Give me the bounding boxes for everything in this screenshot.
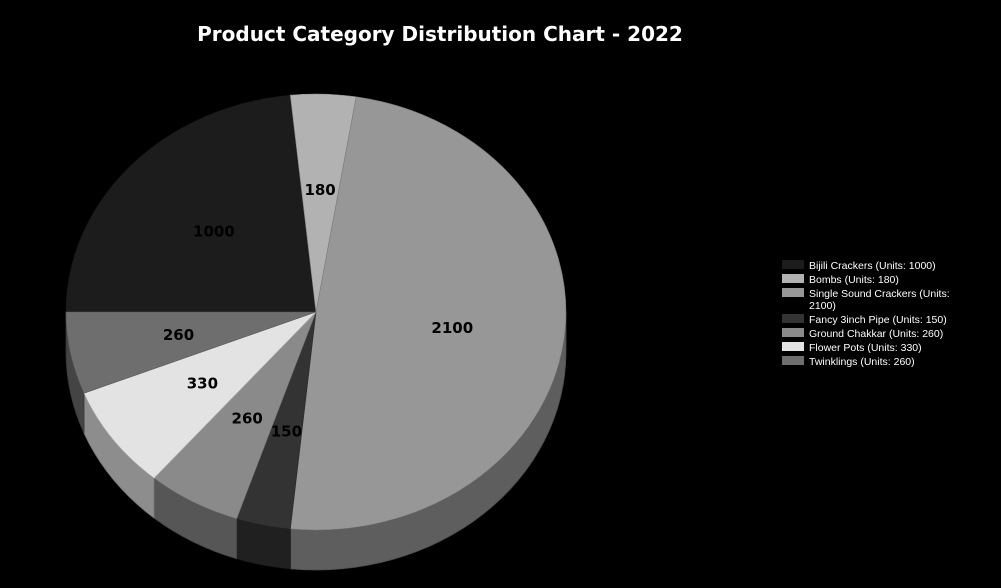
legend-item-single-sound-crackers[interactable]: Single Sound Crackers (Units: 2100) bbox=[782, 288, 950, 312]
legend-label-twinklings: Twinklings (Units: 260) bbox=[809, 356, 915, 368]
legend-item-bombs[interactable]: Bombs (Units: 180) bbox=[782, 274, 899, 286]
slice-label-ground-chakkar: 260 bbox=[232, 409, 263, 427]
legend-item-flower-pots[interactable]: Flower Pots (Units: 330) bbox=[782, 342, 922, 354]
slice-label-single-sound-crackers: 2100 bbox=[431, 319, 473, 337]
legend-label-ground-chakkar: Ground Chakkar (Units: 260) bbox=[809, 328, 943, 340]
legend-item-twinklings[interactable]: Twinklings (Units: 260) bbox=[782, 356, 915, 368]
legend-label-bombs: Bombs (Units: 180) bbox=[809, 274, 899, 286]
legend-swatch-bombs bbox=[782, 274, 804, 283]
chart-title: Product Category Distribution Chart - 20… bbox=[197, 22, 683, 46]
pie-slice-bijili-crackers[interactable] bbox=[65, 94, 317, 313]
legend-item-bijili-crackers[interactable]: Bijili Crackers (Units: 1000) bbox=[782, 260, 936, 272]
pie-data-labels: 1000 180 2100 150 260 330 260 bbox=[163, 181, 473, 440]
pie-slice-flower-pots[interactable] bbox=[83, 311, 317, 479]
legend-swatch-single-sound-crackers bbox=[782, 288, 804, 297]
pie-top-face bbox=[65, 93, 567, 531]
legend-swatch-flower-pots bbox=[782, 342, 804, 351]
legend-swatch-bijili-crackers bbox=[782, 260, 804, 269]
pie-slice-single-sound-crackers[interactable] bbox=[290, 96, 567, 531]
slice-label-fancy-3inch-pipe: 150 bbox=[271, 422, 302, 440]
slice-label-flower-pots: 330 bbox=[187, 374, 218, 392]
legend-swatch-ground-chakkar bbox=[782, 328, 804, 337]
legend-item-fancy-3inch-pipe[interactable]: Fancy 3inch Pipe (Units: 150) bbox=[782, 314, 947, 326]
slice-label-bombs: 180 bbox=[304, 181, 335, 199]
legend-label-single-sound-crackers: Single Sound Crackers (Units: 2100) bbox=[809, 288, 950, 312]
legend-swatch-twinklings bbox=[782, 356, 804, 365]
legend-label-fancy-3inch-pipe: Fancy 3inch Pipe (Units: 150) bbox=[809, 314, 947, 326]
slice-label-twinklings: 260 bbox=[163, 326, 194, 344]
chart-legend: Bijili Crackers (Units: 1000) Bombs (Unit… bbox=[782, 260, 950, 368]
pie-slice-twinklings[interactable] bbox=[65, 311, 317, 394]
legend-swatch-fancy-3inch-pipe bbox=[782, 314, 804, 323]
legend-label-bijili-crackers: Bijili Crackers (Units: 1000) bbox=[809, 260, 936, 272]
legend-item-ground-chakkar[interactable]: Ground Chakkar (Units: 260) bbox=[782, 328, 943, 340]
slice-label-bijili-crackers: 1000 bbox=[193, 223, 235, 241]
legend-label-flower-pots: Flower Pots (Units: 330) bbox=[809, 342, 922, 354]
